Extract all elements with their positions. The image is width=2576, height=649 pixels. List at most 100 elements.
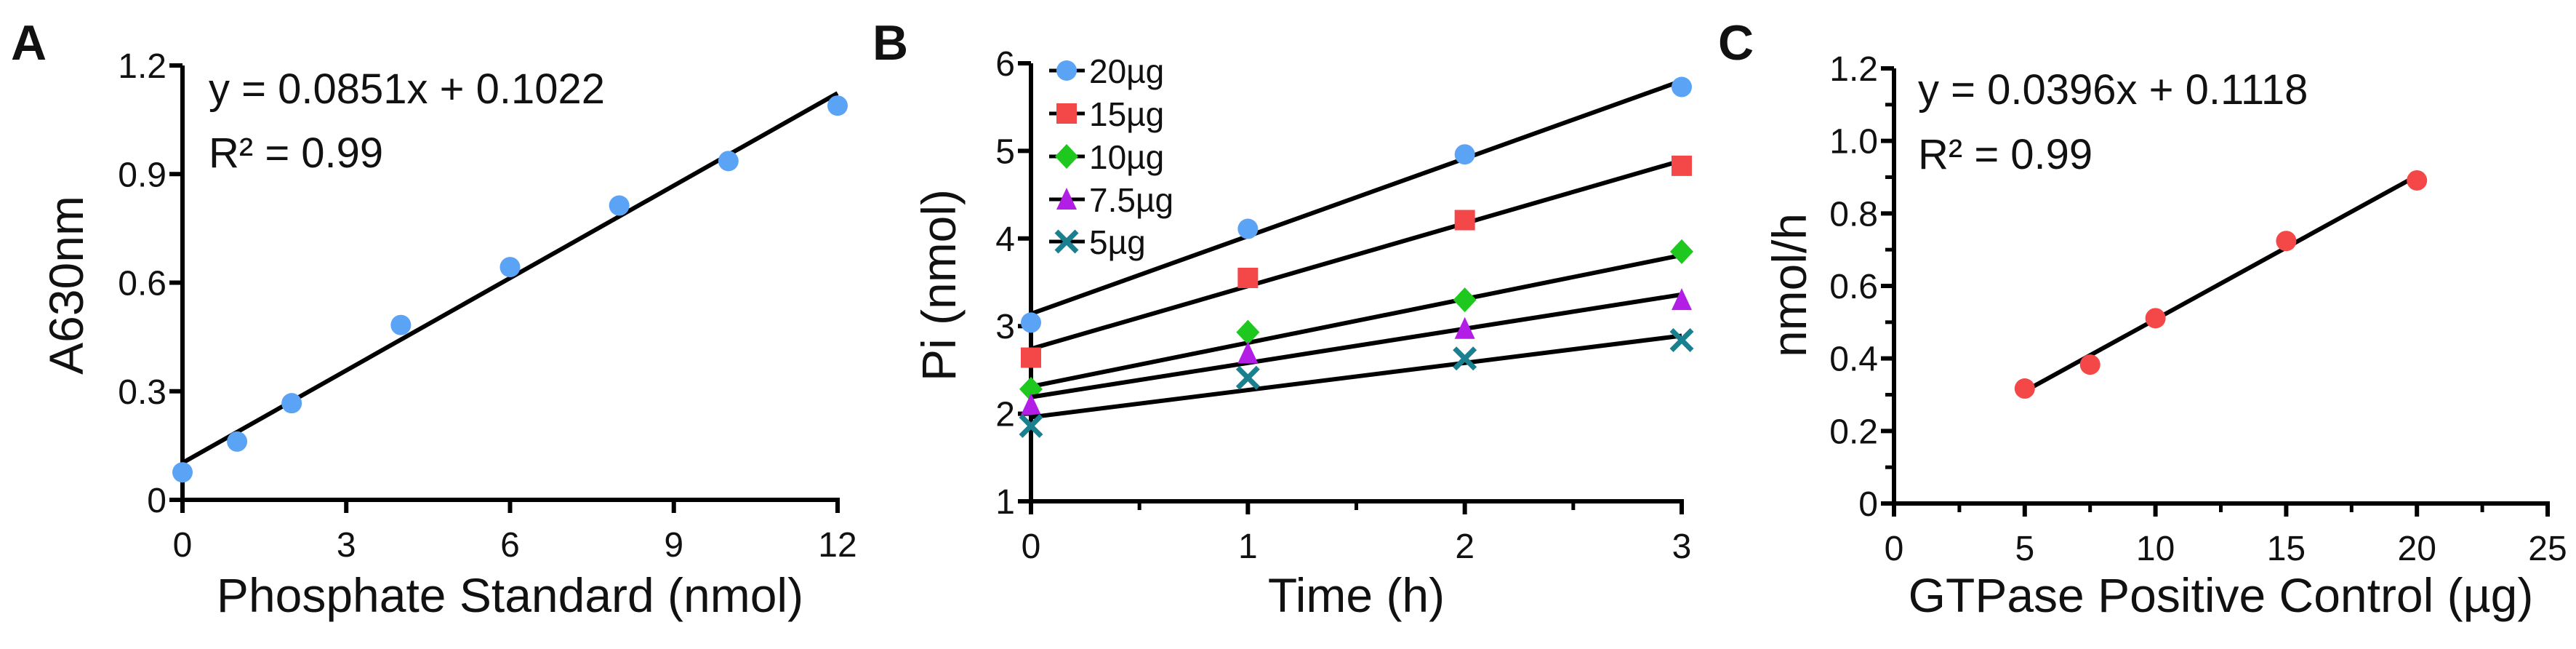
series-7.5g xyxy=(1021,288,1692,415)
y-tick-label: 0.6 xyxy=(1829,268,1878,306)
data-point xyxy=(1454,210,1475,231)
series-15g xyxy=(1021,155,1692,368)
data-point xyxy=(1670,239,1693,264)
data-point xyxy=(227,431,248,452)
fit-line xyxy=(1030,158,1682,351)
y-axis-title: Pi (nmol) xyxy=(912,189,966,381)
data-point xyxy=(1021,347,1041,368)
fit-line xyxy=(1030,79,1683,316)
data-point xyxy=(499,257,521,278)
data-point xyxy=(718,151,739,172)
y-tick-label: 0.2 xyxy=(1829,413,1878,451)
series-5g xyxy=(1019,327,1694,438)
data-point xyxy=(1237,341,1259,364)
data-point xyxy=(609,195,630,216)
x-tick-label: 0 xyxy=(1885,530,1904,568)
x-tick-label: 10 xyxy=(2136,530,2175,568)
x-tick-label: 20 xyxy=(2398,530,2436,568)
y-tick-label: 0.4 xyxy=(1829,341,1878,379)
data-point xyxy=(827,95,848,116)
legend-marker xyxy=(1054,229,1079,254)
legend-label: 5µg xyxy=(1089,223,1146,261)
data-point xyxy=(1021,312,1041,333)
legend-label: 10µg xyxy=(1089,138,1164,176)
data-point xyxy=(1672,155,1692,176)
data-point xyxy=(1672,76,1692,97)
x-axis-title: GTPase Positive Control (µg) xyxy=(1909,568,2534,622)
data-point xyxy=(2079,354,2100,375)
data-point xyxy=(1237,218,1259,239)
series-10g xyxy=(1019,239,1693,402)
x-tick-label: 15 xyxy=(2267,530,2306,568)
y-tick-label: 1.0 xyxy=(1829,123,1878,162)
y-tick-label: 1.2 xyxy=(1829,50,1878,89)
regression-equation: y = 0.0396x + 0.1118 xyxy=(1918,66,2308,114)
legend-marker xyxy=(1056,60,1077,81)
y-axis-title: A630nm xyxy=(39,196,93,375)
legend-marker xyxy=(1055,144,1078,169)
y-tick-label: 0.3 xyxy=(118,373,166,412)
data-point xyxy=(2276,231,2297,252)
y-tick-label: 0.6 xyxy=(118,265,166,303)
x-tick-label: 25 xyxy=(2528,530,2567,568)
y-tick-label: 2 xyxy=(995,396,1015,434)
legend-label: 15µg xyxy=(1089,95,1164,133)
regression-equation: y = 0.0851x + 0.1022 xyxy=(209,65,605,113)
y-tick-label: 3 xyxy=(995,308,1015,346)
x-tick-label: 6 xyxy=(500,526,520,565)
y-tick-label: 0.9 xyxy=(118,156,166,194)
x-tick-label: 2 xyxy=(1455,527,1474,566)
chart-panel-c: C 0 5 10 15 20 25 0 0.2 0.4 0.6 0.8 1.0 1.2 GTPase Pos… xyxy=(1718,15,2567,622)
series-rate xyxy=(2014,170,2428,399)
x-tick-label: 12 xyxy=(818,526,856,565)
legend: 20µg 15µg 10µg 7.5µg 5µg xyxy=(1049,52,1173,261)
data-point xyxy=(2407,170,2428,191)
x-axis-title: Phosphate Standard (nmol) xyxy=(217,568,803,622)
x-tick-label: 3 xyxy=(337,526,356,565)
y-tick-label: 0.8 xyxy=(1829,195,1878,234)
data-point xyxy=(390,314,412,335)
x-axis-title: Time (h) xyxy=(1268,568,1445,622)
data-point xyxy=(1236,319,1260,345)
x-tick-label: 3 xyxy=(1672,527,1692,566)
x-tick-label: 9 xyxy=(664,526,683,565)
x-tick-label: 0 xyxy=(1022,527,1041,566)
x-tick-label: 1 xyxy=(1238,527,1258,566)
data-point xyxy=(1237,267,1259,288)
data-point xyxy=(1453,346,1477,371)
fit-line xyxy=(1030,252,1682,389)
x-tick-label: 5 xyxy=(2015,530,2034,568)
r-squared-label: R² = 0.99 xyxy=(209,130,383,177)
data-point xyxy=(1453,287,1477,313)
y-tick-label: 4 xyxy=(995,220,1015,259)
data-point xyxy=(1454,144,1475,165)
series-standard xyxy=(172,91,848,483)
panel-label: B xyxy=(872,15,908,71)
y-tick-label: 5 xyxy=(995,132,1015,171)
data-point xyxy=(2014,378,2035,399)
panel-label: C xyxy=(1718,15,1754,71)
y-tick-label: 0 xyxy=(147,482,166,520)
data-point xyxy=(172,462,193,483)
y-tick-label: 6 xyxy=(995,45,1015,84)
data-point xyxy=(1669,327,1694,352)
data-point xyxy=(1672,288,1692,311)
y-tick-label: 0 xyxy=(1858,485,1878,524)
panel-label: A xyxy=(11,15,47,71)
data-point xyxy=(2145,308,2166,329)
r-squared-label: R² = 0.99 xyxy=(1918,131,2093,178)
legend-marker xyxy=(1056,188,1077,210)
data-point xyxy=(1454,316,1475,339)
series-20g xyxy=(1021,76,1692,333)
fit-line xyxy=(1030,333,1682,420)
fit-line xyxy=(1030,292,1682,399)
data-point xyxy=(281,393,302,414)
data-point xyxy=(1021,393,1041,415)
chart-panel-a: A 0 3 6 9 12 0 0.3 0.6 0.9 1.2 Phosphate Standard (… xyxy=(11,15,857,622)
x-tick-label: 0 xyxy=(173,526,193,565)
data-point xyxy=(1235,365,1260,390)
y-tick-label: 1 xyxy=(995,483,1015,522)
data-point xyxy=(1019,413,1043,438)
